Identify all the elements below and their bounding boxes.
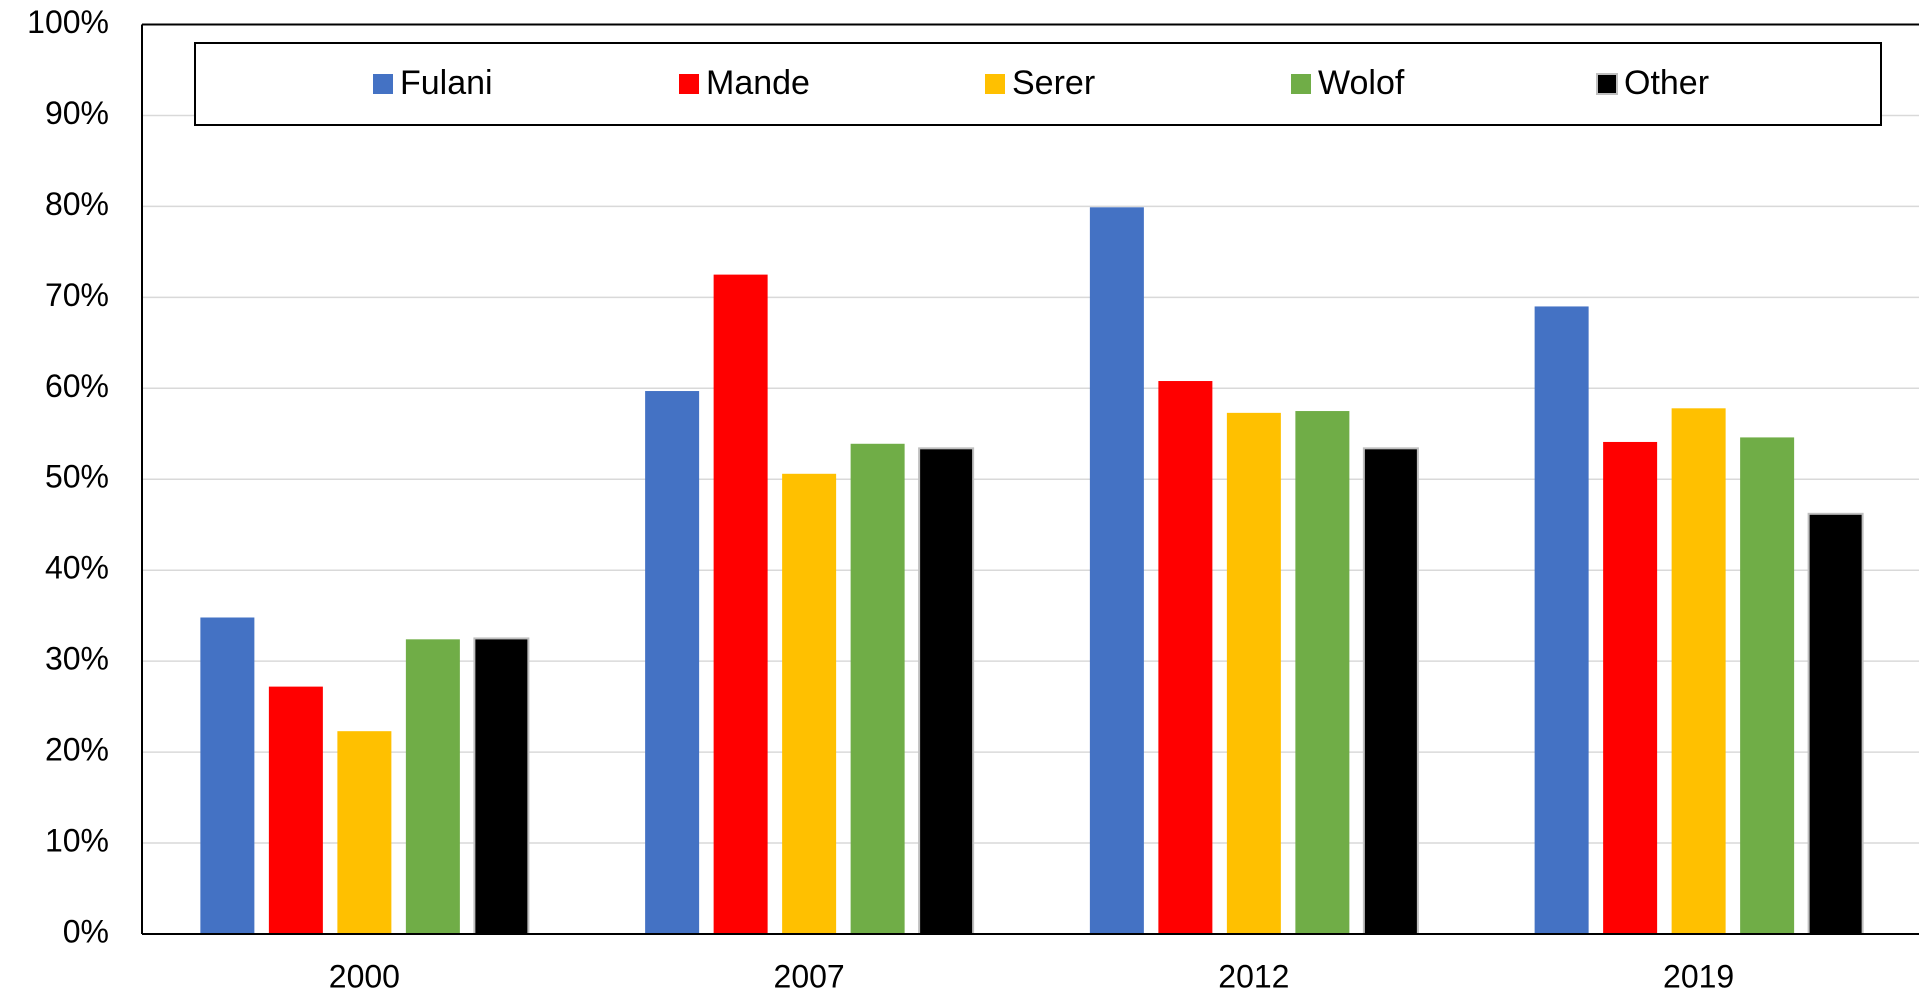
bar	[1362, 447, 1419, 935]
bar	[1807, 512, 1864, 935]
legend-label: Serer	[1012, 64, 1095, 102]
legend-marker	[373, 74, 393, 94]
y-tick-label: 10%	[45, 823, 109, 859]
x-tick-label: 2019	[1663, 958, 1734, 994]
bar	[405, 639, 460, 934]
bar	[1671, 408, 1726, 935]
y-tick-label: 100%	[27, 4, 109, 40]
legend-label: Other	[1624, 64, 1709, 102]
legend-label: Mande	[706, 64, 810, 102]
y-tick-label: 40%	[45, 550, 109, 586]
y-tick-label: 50%	[45, 459, 109, 495]
bar	[1158, 381, 1213, 934]
y-tick-label: 30%	[45, 641, 109, 677]
bar	[918, 447, 975, 935]
legend-marker	[985, 74, 1005, 94]
bar	[1603, 441, 1658, 934]
bar	[1295, 411, 1350, 935]
y-tick-label: 0%	[63, 913, 109, 949]
y-tick-label: 80%	[45, 186, 109, 222]
y-tick-label: 20%	[45, 732, 109, 768]
bar	[1740, 437, 1795, 934]
bar	[268, 686, 323, 934]
legend-marker	[1291, 74, 1311, 94]
x-tick-label: 2000	[329, 958, 400, 994]
bar	[473, 637, 530, 935]
bar	[1534, 306, 1589, 934]
bar	[337, 731, 392, 934]
bar	[713, 274, 768, 934]
legend-marker	[1596, 73, 1618, 95]
bar	[782, 473, 837, 934]
bar	[1089, 207, 1144, 934]
legend-label: Fulani	[400, 64, 493, 102]
bar	[645, 391, 700, 934]
bar	[200, 617, 255, 934]
legend-label: Wolof	[1318, 64, 1405, 102]
legend-marker	[679, 74, 699, 94]
bar	[1226, 412, 1281, 934]
x-tick-label: 2007	[774, 958, 845, 994]
x-tick-label: 2012	[1218, 958, 1289, 994]
bar	[850, 443, 905, 934]
y-tick-label: 90%	[45, 95, 109, 131]
y-tick-label: 60%	[45, 368, 109, 404]
y-tick-label: 70%	[45, 277, 109, 313]
